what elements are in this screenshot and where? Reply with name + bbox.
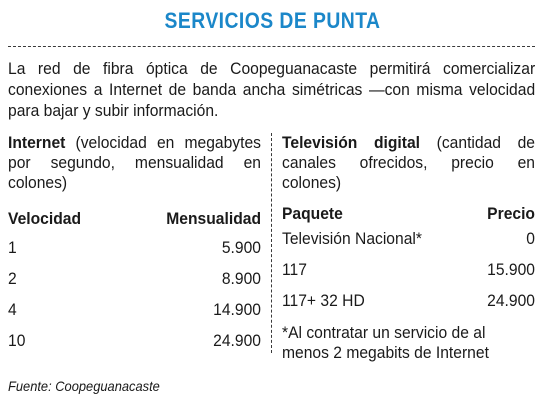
table-row: 10 24.900 [8, 331, 261, 351]
speed-cell: 2 [8, 269, 17, 288]
price-cell: 5.900 [221, 238, 261, 257]
tv-section: Televisión digital (cantidad de canales … [282, 133, 535, 363]
package-cell: 117 [282, 260, 307, 279]
price-cell: 14.900 [213, 300, 261, 319]
tv-description: (cantidad de canales ofrecidos, precio e… [282, 133, 536, 192]
price-column-header: Precio [487, 204, 535, 223]
title-divider [8, 46, 535, 47]
speed-cell: 1 [8, 238, 17, 257]
tv-label: Televisión digital [282, 133, 421, 152]
internet-section: Internet (velocidad en megabytes por seg… [8, 133, 261, 351]
table-row: 4 14.900 [8, 300, 261, 320]
internet-heading: Internet (velocidad en megabytes por seg… [8, 133, 261, 193]
table-row: 117+ 32 HD 24.900 [282, 291, 535, 311]
price-cell: 8.900 [221, 269, 261, 288]
table-row: 2 8.900 [8, 269, 261, 289]
column-divider [271, 133, 272, 353]
package-cell: 117+ 32 HD [282, 291, 365, 310]
table-row: Televisión Nacional* 0 [282, 229, 535, 249]
price-cell: 15.900 [487, 260, 535, 279]
package-cell: Televisión Nacional* [282, 229, 422, 248]
speed-cell: 4 [8, 300, 17, 319]
internet-label: Internet [8, 133, 66, 152]
speed-cell: 10 [8, 331, 26, 350]
speed-column-header: Velocidad [8, 209, 82, 228]
source-credit: Fuente: Coopeguanacaste [8, 378, 160, 394]
price-cell: 24.900 [487, 291, 535, 310]
infographic-title: SERVICIOS DE PUNTA [164, 8, 381, 33]
monthly-fee-column-header: Mensualidad [166, 209, 261, 228]
price-cell: 24.900 [213, 331, 261, 350]
tv-heading: Televisión digital (cantidad de canales … [282, 133, 535, 193]
price-cell: 0 [526, 229, 535, 248]
tv-table-header: Paquete Precio [282, 204, 535, 224]
internet-description: (velocidad en megabytes por segundo, men… [8, 133, 261, 192]
tv-footnote: *Al contratar un servicio de al menos 2 … [282, 323, 489, 362]
package-column-header: Paquete [282, 204, 343, 223]
table-row: 1 5.900 [8, 238, 261, 258]
intro-paragraph: La red de fibra óptica de Coopeguanacast… [8, 59, 536, 120]
internet-table-header: Velocidad Mensualidad [8, 209, 261, 229]
table-row: 117 15.900 [282, 260, 535, 280]
